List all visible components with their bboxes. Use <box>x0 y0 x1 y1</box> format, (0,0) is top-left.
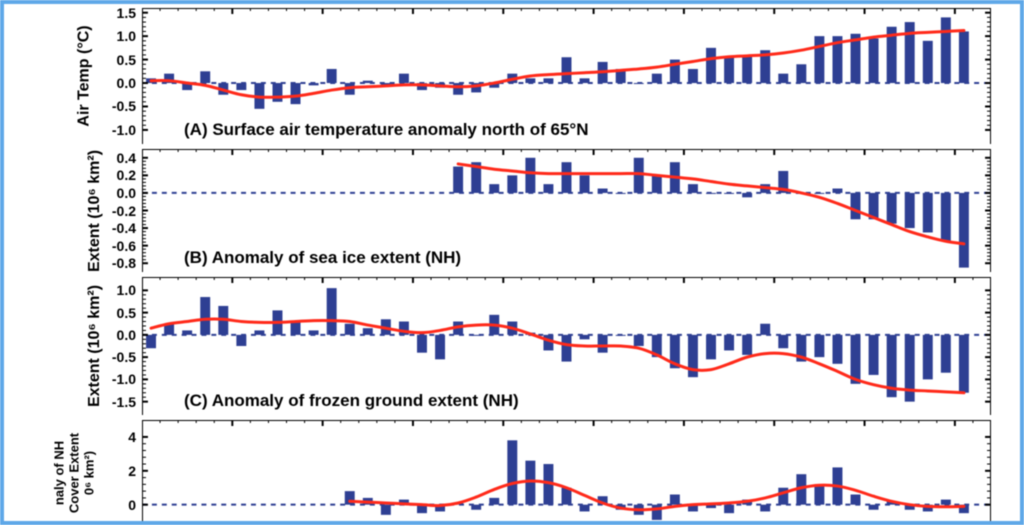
ytick-label: -1.0 <box>112 122 136 138</box>
ytick-label: 0.4 <box>117 150 136 166</box>
ytick-label: 1.0 <box>117 282 136 298</box>
ytick-label: -0.5 <box>112 349 136 365</box>
ytick-label: -0.5 <box>112 98 136 114</box>
ytick-label: 0.0 <box>117 75 136 91</box>
ylabel-A: Air Temp (°C) <box>76 25 94 126</box>
ytick-label: 0 <box>128 497 136 513</box>
ylabel-B: Extent (10⁶ km²) <box>86 149 104 271</box>
bars-A <box>146 17 969 108</box>
chart-figure: Air Temp (°C) -1.0 -0.5 0.0 0.5 1.0 1.5 (A) Sur… <box>0 0 1024 525</box>
panel-D: naly of NHCover Extent0⁶ km²)024 <box>74 420 995 525</box>
ytick-label: 0.0 <box>117 327 136 343</box>
ytick-label: 0.2 <box>117 167 136 183</box>
panel-A: Air Temp (°C) -1.0 -0.5 0.0 0.5 1.0 1.5 (A) Sur… <box>74 8 995 144</box>
bars-B <box>453 158 969 268</box>
ytick-label: 0.5 <box>117 52 136 68</box>
ytick-label: 4 <box>128 429 136 445</box>
panel-C: Extent (10⁶ km²) -1.5 -1.0 -0.5 0.0 0.5 1.0 (C)… <box>74 277 995 415</box>
ytick-label: -0.2 <box>112 203 136 219</box>
ytick-label: 0.0 <box>117 185 136 201</box>
caption-A: (A) Surface air temperature anomaly nort… <box>184 120 589 140</box>
ytick-label: -1.0 <box>112 371 136 387</box>
caption-B: (B) Anomaly of sea ice extent (NH) <box>184 248 461 268</box>
ylabel-D: naly of NHCover Extent0⁶ km²) <box>52 432 97 512</box>
bars-C <box>146 288 969 402</box>
ytick-label: -0.6 <box>112 238 136 254</box>
ytick-label: 1.5 <box>117 5 136 21</box>
ytick-label: -0.4 <box>112 220 136 236</box>
caption-C: (C) Anomaly of frozen ground extent (NH) <box>184 391 519 411</box>
panel-B: Extent (10⁶ km²) -0.8-0.6 -0.4-0.2 0.0 0.20.… <box>74 149 995 272</box>
plot-area-D: 024 <box>142 420 991 525</box>
ylabel-C: Extent (10⁶ km²) <box>86 285 104 407</box>
ytick-label: 1.0 <box>117 28 136 44</box>
ytick-label: -1.5 <box>112 394 136 410</box>
ytick-label: -0.8 <box>112 255 136 271</box>
ytick-label: 0.5 <box>117 305 136 321</box>
ytick-label: 2 <box>128 463 136 479</box>
